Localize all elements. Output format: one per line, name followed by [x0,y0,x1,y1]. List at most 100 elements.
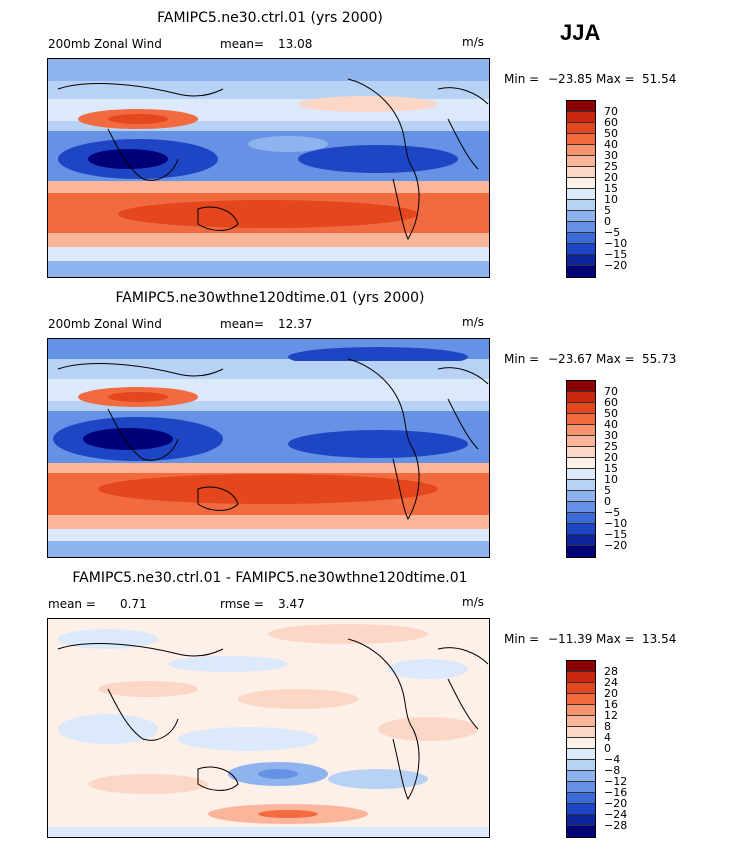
colorbar-swatch [567,167,595,178]
colorbar-label: −15 [604,528,628,541]
colorbar-swatch [567,815,595,826]
colorbar-label: 40 [604,138,618,151]
panel-2-title: FAMIPC5.ne30wthne120dtime.01 (yrs 2000) [115,290,425,306]
colorbar-swatch [567,233,595,244]
colorbar-label: 25 [604,160,618,173]
panel-3-colorbar [566,660,596,838]
panel-1-units: m/s [462,35,484,49]
colorbar-label: 15 [604,182,618,195]
colorbar-swatch [567,392,595,403]
colorbar-swatch [567,403,595,414]
panel-1-min-value: −23.85 [548,72,593,86]
panel-2-mean-label: mean= [220,317,265,331]
colorbar-swatch [567,502,595,513]
colorbar-label: 50 [604,127,618,140]
colorbar-label: 40 [604,418,618,431]
colorbar-label: 25 [604,440,618,453]
colorbar-label: 20 [604,451,618,464]
panel-3-mean-value: 0.71 [120,597,147,611]
colorbar-swatch [567,222,595,233]
colorbar-label: −20 [604,259,628,272]
colorbar-swatch [567,101,595,112]
colorbar-label: −20 [604,797,628,810]
colorbar-swatch [567,771,595,782]
colorbar-label: −8 [604,764,621,777]
colorbar-label: 20 [604,687,618,700]
colorbar-swatch [567,826,595,837]
colorbar-label: 28 [604,665,618,678]
panel-1-min-label: Min = [504,72,540,86]
colorbar-swatch [567,661,595,672]
panel-3-rmse-value: 3.47 [278,597,305,611]
panel-3-rmse-label: rmse = [220,597,264,611]
colorbar-label: 60 [604,116,618,129]
panel-3-max-label: Max = [596,632,635,646]
panel-3-max-value: 13.54 [642,632,677,646]
colorbar-swatch [567,804,595,815]
colorbar-swatch [567,447,595,458]
colorbar-label: 0 [604,215,611,228]
colorbar-swatch [567,381,595,392]
colorbar-label: 10 [604,193,618,206]
colorbar-label: −5 [604,226,621,239]
panel-2-max-label: Max = [596,352,635,366]
panel-3-map [47,618,490,838]
colorbar-swatch [567,189,595,200]
colorbar-swatch [567,425,595,436]
panel-3-units: m/s [462,595,484,609]
colorbar-swatch [567,123,595,134]
colorbar-swatch [567,491,595,502]
colorbar-swatch [567,112,595,123]
colorbar-label: −10 [604,517,628,530]
colorbar-label: 8 [604,720,611,733]
colorbar-swatch [567,683,595,694]
panel-1-max-label: Max = [596,72,635,86]
panel-2-map [47,338,490,558]
colorbar-label: 30 [604,429,618,442]
season-label: JJA [560,20,601,45]
colorbar-label: 4 [604,731,611,744]
colorbar-swatch [567,535,595,546]
colorbar-swatch [567,716,595,727]
panel-3-title: FAMIPC5.ne30.ctrl.01 - FAMIPC5.ne30wthne… [72,570,468,586]
colorbar-label: 24 [604,676,618,689]
colorbar-label: −16 [604,786,628,799]
colorbar-swatch [567,782,595,793]
colorbar-label: 5 [604,484,611,497]
colorbar-swatch [567,255,595,266]
colorbar-label: −12 [604,775,628,788]
colorbar-swatch [567,178,595,189]
colorbar-label: 0 [604,742,611,755]
colorbar-label: 70 [604,105,618,118]
colorbar-swatch [567,793,595,804]
colorbar-swatch [567,134,595,145]
colorbar-swatch [567,546,595,557]
colorbar-swatch [567,436,595,447]
colorbar-swatch [567,244,595,255]
colorbar-swatch [567,156,595,167]
colorbar-label: 5 [604,204,611,217]
panel-1-mean-label: mean= [220,37,265,51]
panel-1-contour-field [48,59,489,277]
colorbar-label: −10 [604,237,628,250]
colorbar-label: −28 [604,819,628,832]
colorbar-swatch [567,200,595,211]
colorbar-swatch [567,738,595,749]
panel-3-contour-field [48,619,489,837]
panel-2-min-label: Min = [504,352,540,366]
panel-1-max-value: 51.54 [642,72,677,86]
colorbar-swatch [567,145,595,156]
panel-1-variable-label: 200mb Zonal Wind [48,37,162,51]
panel-2-colorbar [566,380,596,558]
colorbar-swatch [567,414,595,425]
colorbar-label: 20 [604,171,618,184]
panel-3-min-label: Min = [504,632,540,646]
panel-2-mean-value: 12.37 [278,317,313,331]
colorbar-label: 0 [604,495,611,508]
colorbar-label: 70 [604,385,618,398]
panel-2-units: m/s [462,315,484,329]
colorbar-swatch [567,211,595,222]
colorbar-swatch [567,480,595,491]
colorbar-swatch [567,513,595,524]
colorbar-swatch [567,458,595,469]
